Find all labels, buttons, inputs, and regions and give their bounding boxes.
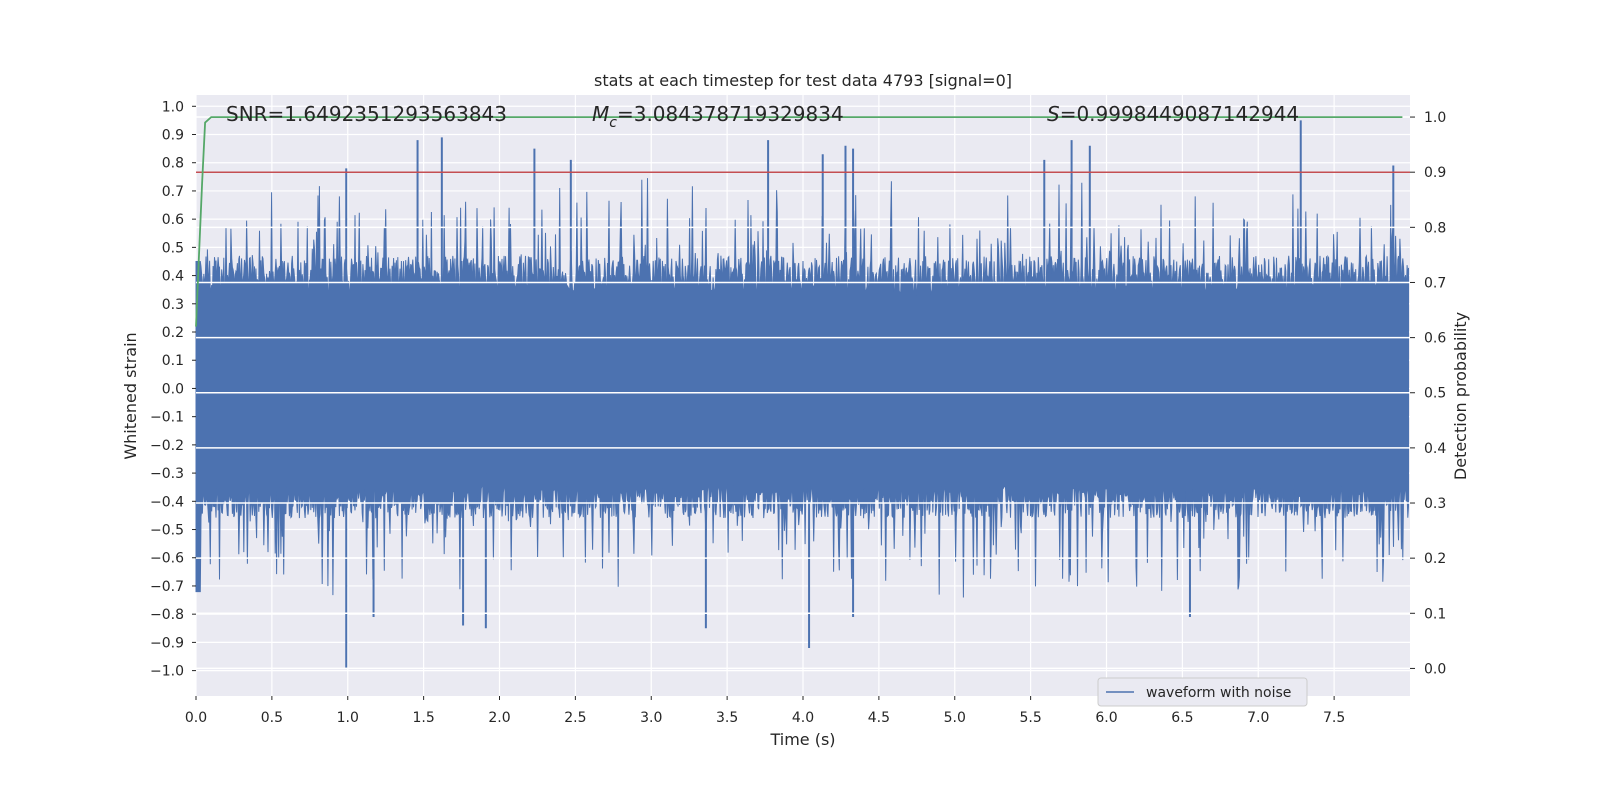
x-tick-label: 1.0 bbox=[337, 710, 359, 726]
s-symbol: S bbox=[1047, 102, 1060, 126]
y-left-tick-label: 0.8 bbox=[162, 156, 184, 172]
chirp-mass-symbol: M bbox=[592, 102, 609, 126]
y-left-tick-label: 0.9 bbox=[162, 128, 184, 144]
x-tick-label: 0.0 bbox=[185, 710, 207, 726]
chart-title: stats at each timestep for test data 479… bbox=[594, 71, 1012, 90]
chirp-mass-stat: Mc=3.084378719329834 bbox=[592, 102, 844, 131]
y-right-tick-label: 0.1 bbox=[1424, 606, 1446, 622]
chirp-mass-subscript: c bbox=[609, 115, 617, 131]
x-tick-label: 0.5 bbox=[261, 710, 283, 726]
x-tick-label: 2.0 bbox=[488, 710, 510, 726]
y-right-tick-label: 0.9 bbox=[1424, 165, 1446, 181]
x-tick-label: 4.0 bbox=[792, 710, 814, 726]
x-tick-label: 6.5 bbox=[1171, 710, 1193, 726]
y-left-tick-label: −0.5 bbox=[150, 523, 184, 539]
x-tick-label: 7.0 bbox=[1247, 710, 1269, 726]
y-right-tick-label: 0.0 bbox=[1424, 661, 1446, 677]
y-left-tick-label: 0.3 bbox=[162, 297, 184, 313]
y-left-tick-label: −0.1 bbox=[150, 410, 184, 426]
y-right-tick-label: 1.0 bbox=[1424, 110, 1446, 126]
legend-box bbox=[1097, 677, 1308, 707]
y-right-tick-label: 0.3 bbox=[1424, 496, 1446, 512]
x-tick-label: 5.5 bbox=[1019, 710, 1041, 726]
y-left-tick-label: −0.9 bbox=[150, 635, 184, 651]
y-right-tick-label: 0.2 bbox=[1424, 551, 1446, 567]
x-tick-label: 1.5 bbox=[412, 710, 434, 726]
x-tick-label: 7.5 bbox=[1323, 710, 1345, 726]
y-left-tick-label: −1.0 bbox=[150, 664, 184, 680]
snr-stat: SNR=1.6492351293563843 bbox=[226, 102, 507, 126]
y-axis-label-right: Detection probability bbox=[1451, 312, 1470, 480]
y-left-tick-label: 0.1 bbox=[162, 353, 184, 369]
x-tick-label: 4.5 bbox=[868, 710, 890, 726]
y-right-tick-label: 0.6 bbox=[1424, 331, 1446, 347]
x-axis-label: Time (s) bbox=[769, 730, 835, 749]
y-left-tick-label: −0.6 bbox=[150, 551, 184, 567]
x-tick-label: 2.5 bbox=[564, 710, 586, 726]
y-right-tick-label: 0.7 bbox=[1424, 275, 1446, 291]
legend: waveform with noise bbox=[1097, 677, 1308, 707]
x-tick-label: 3.0 bbox=[640, 710, 662, 726]
y-left-tick-label: 0.6 bbox=[162, 212, 184, 228]
x-tick-label: 3.5 bbox=[716, 710, 738, 726]
y-left-tick-label: 0.4 bbox=[162, 269, 184, 285]
y-left-tick-label: 0.7 bbox=[162, 184, 184, 200]
y-left-tick-label: −0.7 bbox=[150, 579, 184, 595]
chirp-mass-value: =3.084378719329834 bbox=[617, 102, 844, 126]
y-left-tick-label: −0.8 bbox=[150, 607, 184, 623]
y-left-tick-label: 0.2 bbox=[162, 325, 184, 341]
y-left-tick-label: −0.4 bbox=[150, 494, 184, 510]
y-left-tick-label: 1.0 bbox=[162, 99, 184, 115]
x-tick-label: 5.0 bbox=[944, 710, 966, 726]
x-tick-label: 6.0 bbox=[1095, 710, 1117, 726]
legend-label: waveform with noise bbox=[1146, 685, 1291, 701]
plot-layer: 0.0 0.5 1.0 1.5 2.0 2.5 3.0 3.5 4.0 4.5 5.0 5.5 6.0 6… bbox=[150, 95, 1446, 726]
y-left-tick-label: 0.5 bbox=[162, 240, 184, 256]
s-stat: S=0.9998449087142944 bbox=[1047, 102, 1299, 126]
y-left-tick-label: −0.3 bbox=[150, 466, 184, 482]
y-right-tick-label: 0.5 bbox=[1424, 386, 1446, 402]
s-value: =0.9998449087142944 bbox=[1060, 102, 1299, 126]
y-left-tick-label: 0.0 bbox=[162, 381, 184, 397]
y-axis-label-left: Whitened strain bbox=[121, 332, 140, 459]
y-right-tick-label: 0.8 bbox=[1424, 220, 1446, 236]
detection-probability-line bbox=[195, 116, 1403, 327]
y-left-tick-label: −0.2 bbox=[150, 438, 184, 454]
y-right-tick-label: 0.4 bbox=[1424, 441, 1446, 457]
